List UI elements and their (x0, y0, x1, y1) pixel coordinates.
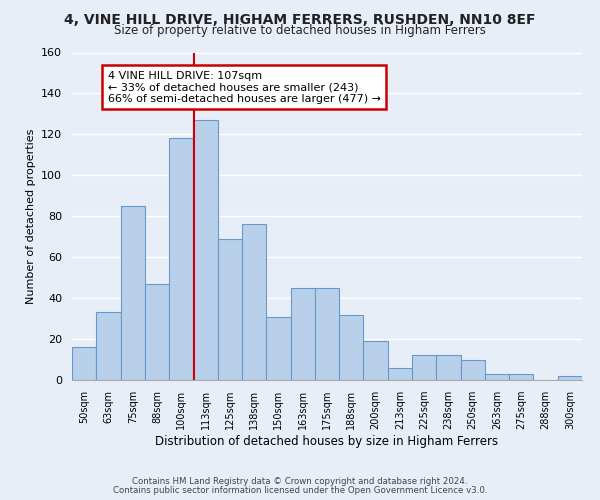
Bar (266, 316, 290, 380)
Text: Contains HM Land Registry data © Crown copyright and database right 2024.: Contains HM Land Registry data © Crown c… (132, 477, 468, 486)
Bar (193, 120, 218, 380)
Bar (290, 288, 315, 380)
Bar (558, 376, 582, 380)
Bar (485, 374, 509, 380)
Text: 4 VINE HILL DRIVE: 107sqm
← 33% of detached houses are smaller (243)
66% of semi: 4 VINE HILL DRIVE: 107sqm ← 33% of detac… (108, 70, 381, 104)
Text: 4, VINE HILL DRIVE, HIGHAM FERRERS, RUSHDEN, NN10 8EF: 4, VINE HILL DRIVE, HIGHAM FERRERS, RUSH… (64, 12, 536, 26)
Bar (509, 374, 533, 380)
Bar (339, 314, 364, 380)
Bar (388, 368, 412, 380)
Bar (72, 347, 96, 380)
X-axis label: Distribution of detached houses by size in Higham Ferrers: Distribution of detached houses by size … (155, 435, 499, 448)
Bar (315, 288, 339, 380)
Bar (145, 284, 169, 380)
Bar (242, 224, 266, 380)
Bar (461, 360, 485, 380)
Bar (121, 206, 145, 380)
Bar (436, 356, 461, 380)
Bar (364, 341, 388, 380)
Y-axis label: Number of detached properties: Number of detached properties (26, 128, 35, 304)
Text: Size of property relative to detached houses in Higham Ferrers: Size of property relative to detached ho… (114, 24, 486, 37)
Bar (412, 356, 436, 380)
Bar (218, 239, 242, 380)
Bar (96, 312, 121, 380)
Bar (169, 138, 193, 380)
Text: Contains public sector information licensed under the Open Government Licence v3: Contains public sector information licen… (113, 486, 487, 495)
